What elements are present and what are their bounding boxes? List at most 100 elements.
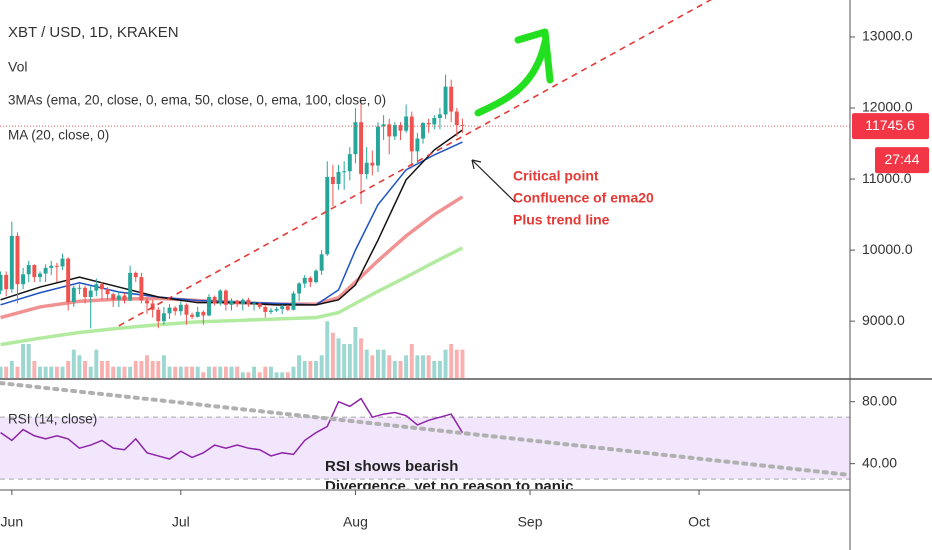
volume-bar	[370, 355, 375, 378]
volume-bar	[94, 349, 99, 378]
volume-bar	[145, 355, 149, 378]
candle-body	[43, 267, 48, 274]
candle-body	[443, 86, 448, 115]
rsi-line	[0, 397, 464, 460]
candle-body	[0, 274, 3, 291]
candle-body	[257, 303, 262, 307]
candle-body	[285, 306, 290, 310]
volume-bar	[319, 355, 324, 378]
candle-body	[460, 125, 465, 127]
candle-body	[398, 125, 403, 131]
volume-bar	[88, 366, 93, 378]
y-tick-label: 11000.0	[862, 170, 912, 186]
volume-bar	[387, 355, 392, 378]
candle-body	[336, 171, 341, 185]
volume-bar	[285, 372, 290, 378]
candle-body	[454, 111, 459, 126]
candle-body	[308, 277, 313, 283]
volume-bar	[330, 332, 335, 378]
volume-bar	[342, 344, 347, 378]
ma-line	[0, 246, 464, 347]
x-tick-label: Sep	[518, 514, 543, 530]
volume-bar	[325, 321, 330, 378]
overlay: XBT / USD, 1D, KRAKEN Vol 3MAs (ema, 20,…	[8, 24, 929, 427]
volume-bar	[409, 344, 414, 378]
volume-bar	[4, 366, 9, 378]
candle-body	[263, 306, 268, 312]
volume-bar	[257, 372, 262, 378]
candle-body	[156, 309, 161, 322]
rsi-trend-line	[0, 381, 848, 477]
volume-bar	[173, 366, 178, 378]
rsi-annotation: Divergence, yet no reason to panic	[325, 478, 573, 495]
candle-body	[359, 122, 364, 175]
ma-line	[0, 141, 463, 306]
candle-body	[66, 258, 71, 302]
volume-bar	[280, 372, 285, 378]
rsi-tick-label: 80.00	[862, 392, 897, 408]
volume-bar	[77, 355, 82, 378]
volume-bar	[178, 366, 183, 378]
volume-bar	[0, 366, 3, 378]
candle-body	[381, 124, 386, 127]
candle-body	[9, 235, 14, 290]
volume-bar	[449, 344, 454, 378]
pointer-arrow	[471, 159, 516, 203]
y-tick-label: 12000.0	[862, 99, 913, 115]
annotation: Confluence of ema20	[513, 190, 654, 206]
volume-bar	[26, 344, 31, 378]
candle-body	[167, 307, 172, 314]
volume-bar	[111, 366, 116, 378]
volume-bar	[375, 349, 380, 378]
candle-body	[71, 287, 76, 302]
volume-bar	[460, 349, 465, 378]
volume-bar	[54, 366, 59, 378]
candle-body	[364, 162, 369, 175]
volume-bar	[71, 349, 76, 378]
candle-body	[330, 176, 335, 185]
volume-bar	[66, 361, 71, 378]
volume-bar	[156, 361, 161, 378]
x-tick-label: Jun	[1, 514, 24, 530]
last-price-label: 11745.6	[865, 117, 915, 133]
candle-body	[437, 114, 442, 118]
candle-body	[195, 311, 200, 317]
volume-bar	[32, 361, 37, 378]
volume-bar	[139, 361, 144, 378]
candle-body	[145, 300, 149, 304]
volume-bar	[223, 366, 228, 378]
green-arrow	[474, 38, 549, 117]
y-tick-label: 13000.0	[862, 28, 913, 44]
candle-body	[229, 300, 234, 305]
candle-body	[319, 254, 324, 271]
volume-bar	[359, 338, 364, 378]
candle-body	[54, 265, 59, 267]
volume-bar	[201, 372, 206, 378]
volume-bar	[38, 366, 42, 378]
volume-bar	[212, 366, 217, 378]
candle-body	[421, 122, 425, 139]
volume-bar	[21, 344, 26, 378]
volume-bar	[161, 355, 166, 378]
candle-body	[105, 289, 110, 295]
candle-body	[387, 124, 392, 137]
candle-body	[133, 272, 138, 278]
volume-bar	[353, 327, 358, 378]
candle-body	[99, 284, 104, 290]
candle-body	[325, 176, 330, 255]
candle-body	[128, 272, 133, 301]
volume-bar	[252, 366, 257, 378]
volume-bar	[398, 361, 403, 378]
last-price-box	[852, 113, 929, 140]
candle-body	[207, 297, 211, 316]
candle-body	[139, 277, 144, 301]
volume-bar	[133, 361, 138, 378]
candle-body	[94, 284, 99, 291]
candle-body	[280, 306, 285, 310]
candle-body	[404, 116, 409, 131]
candle-body	[392, 125, 397, 137]
candle-body	[26, 265, 31, 275]
candle-body	[116, 295, 121, 300]
